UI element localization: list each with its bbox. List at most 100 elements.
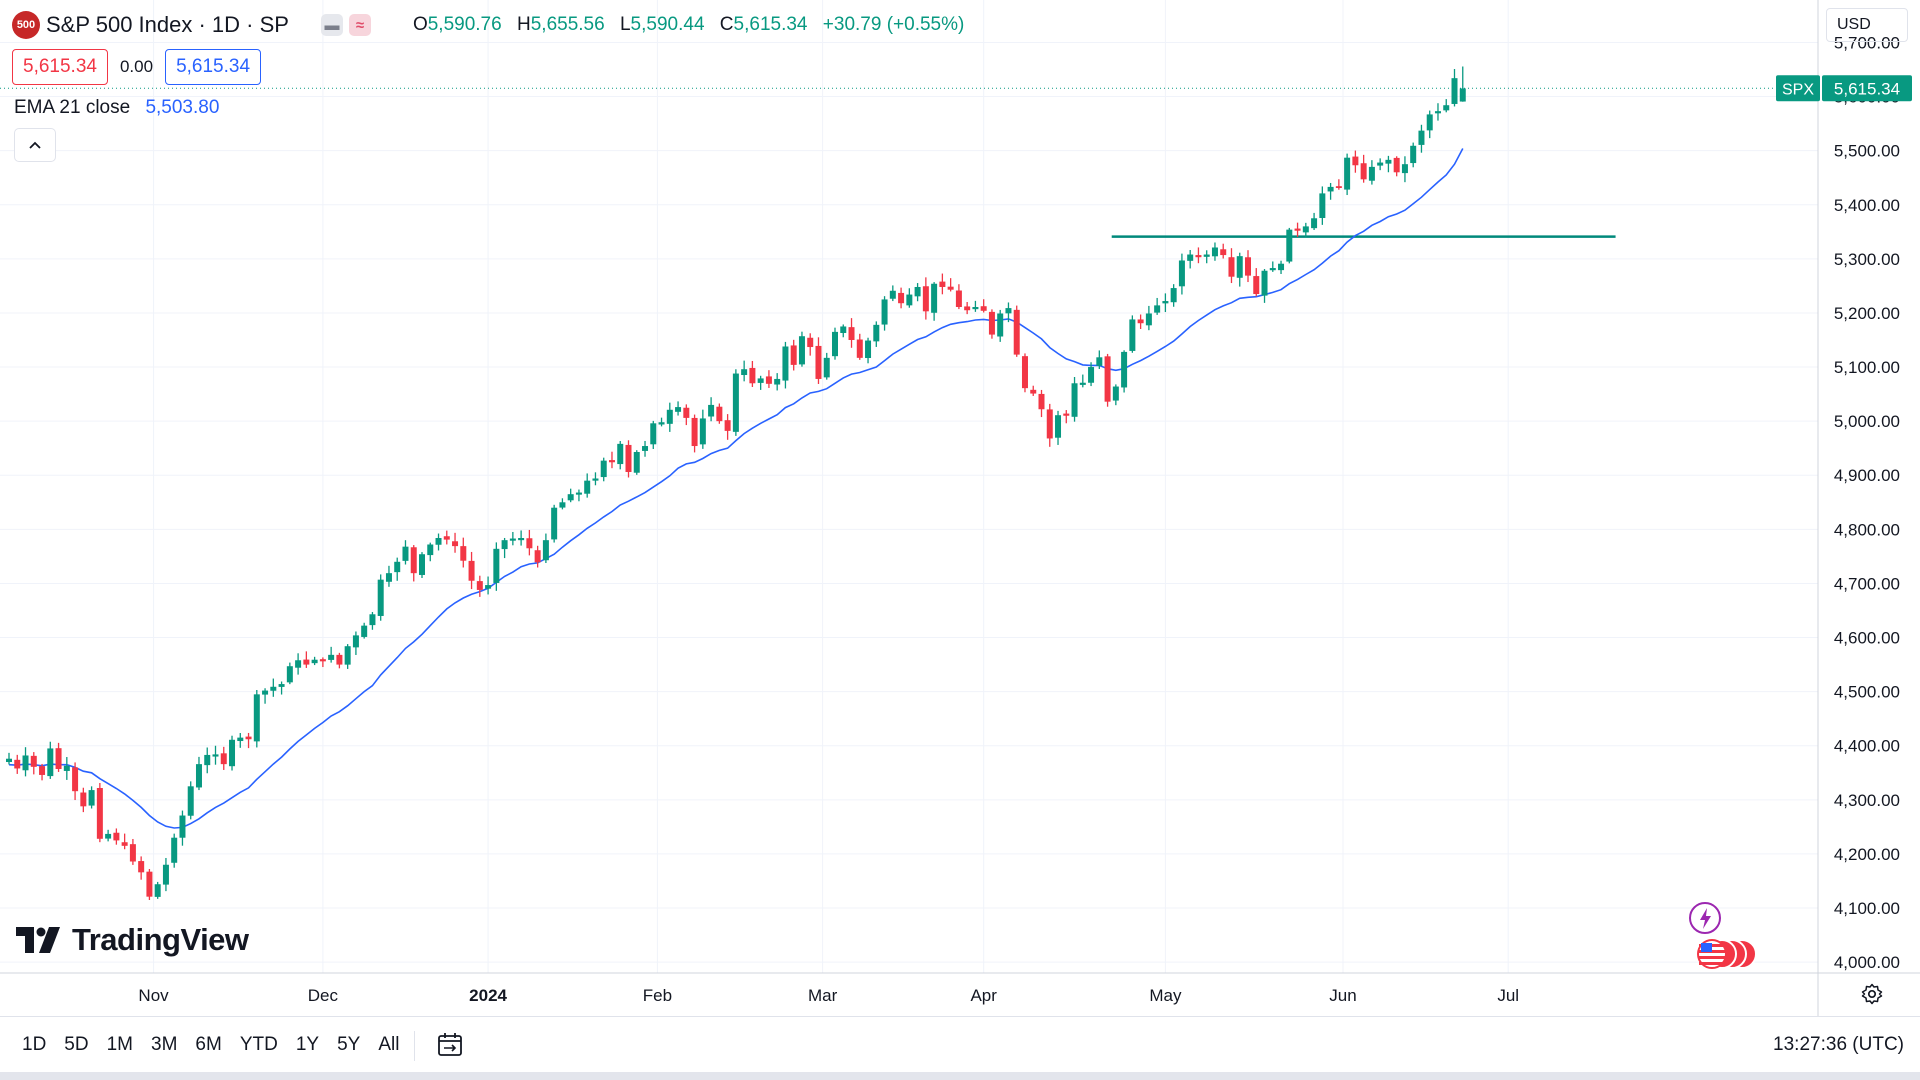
candle (80, 787, 87, 813)
compare-icon[interactable]: ≈ (348, 14, 371, 36)
candle (782, 341, 789, 389)
candle (1129, 315, 1136, 353)
buy-price-button[interactable]: 5,615.34 (165, 49, 262, 85)
candle (1211, 242, 1218, 261)
y-tick-label: 5,300.00 (1834, 250, 1900, 269)
candle (1261, 269, 1268, 303)
x-tick-label: Apr (970, 986, 997, 1005)
candle (394, 557, 401, 581)
candle (1319, 186, 1326, 225)
ohlc-values: O5,590.76 H5,655.56 L5,590.44 C5,615.34 … (413, 14, 974, 36)
tradingview-logo[interactable]: TradingView (16, 922, 249, 958)
candle (435, 533, 442, 551)
candle (749, 360, 756, 387)
candle (691, 414, 698, 453)
candle (328, 646, 335, 663)
tradingview-logo-icon (16, 927, 60, 953)
candle (1459, 66, 1466, 102)
candle (286, 662, 293, 685)
candle (716, 403, 723, 424)
range-button-1d[interactable]: 1D (22, 1034, 47, 1055)
go-to-date-button[interactable] (432, 1027, 468, 1063)
y-tick-label: 4,800.00 (1834, 520, 1900, 539)
candle (96, 782, 103, 843)
candle (889, 285, 896, 302)
symbol-logo: 500 (12, 11, 40, 39)
sell-price-button[interactable]: 5,615.34 (12, 49, 108, 85)
hide-icon[interactable]: ▬ (320, 14, 343, 36)
candle (39, 763, 46, 781)
price-chart[interactable]: 4,000.00 4,100.00 4,200.00 4,300.00 4,400.00… (0, 0, 1920, 1016)
ema-line (8, 148, 1464, 829)
candle (592, 472, 599, 486)
candle (1055, 410, 1062, 445)
y-tick-label: 5,700.00 (1834, 33, 1900, 52)
candle (1278, 260, 1285, 274)
candle (63, 757, 70, 780)
range-button-all[interactable]: All (378, 1034, 400, 1055)
candle (856, 333, 863, 360)
candle (1154, 297, 1161, 315)
range-button-ytd[interactable]: YTD (239, 1034, 278, 1055)
candle (105, 829, 112, 842)
candle (419, 552, 425, 579)
candle (121, 833, 128, 850)
utc-clock[interactable]: 13:27:36 (UTC) (1773, 1034, 1904, 1055)
candle (1178, 253, 1185, 295)
indicator-legend[interactable]: EMA 21 close 5,503.80 (14, 97, 219, 119)
currency-selector[interactable]: USD (1826, 8, 1908, 42)
candle (931, 282, 938, 321)
candle (526, 529, 533, 556)
candle (633, 450, 640, 475)
candle (295, 653, 302, 675)
range-button-3m[interactable]: 3M (151, 1034, 178, 1055)
candle (1228, 248, 1235, 284)
range-button-5y[interactable]: 5Y (337, 1034, 361, 1055)
candle (741, 360, 748, 382)
candle (1079, 374, 1086, 388)
candle (625, 440, 632, 478)
candle (1030, 385, 1037, 396)
candle (1236, 252, 1243, 287)
candle (212, 745, 219, 765)
settings-icon[interactable] (1858, 980, 1886, 1008)
lightning-icon[interactable] (1689, 902, 1721, 934)
candle (1426, 110, 1433, 139)
y-tick-label: 4,900.00 (1834, 466, 1900, 485)
chevron-up-icon (29, 141, 41, 149)
y-tick-label: 4,300.00 (1834, 791, 1900, 810)
candle (1368, 160, 1375, 185)
candle (939, 273, 946, 295)
collapse-legend-button[interactable] (14, 128, 56, 162)
range-button-5d[interactable]: 5D (64, 1034, 89, 1055)
symbol-title[interactable]: S&P 500 Index · 1D · SP (46, 12, 289, 37)
candle (559, 498, 566, 510)
candle (195, 756, 202, 791)
candle (1170, 284, 1177, 307)
candle (1385, 155, 1392, 173)
tradingview-wordmark: TradingView (72, 922, 249, 957)
x-tick-label: 2024 (469, 986, 507, 1005)
us-flag-events-icon[interactable] (1697, 939, 1757, 969)
candle (873, 321, 880, 347)
candle (129, 838, 136, 865)
candle (47, 741, 54, 779)
candle (807, 333, 814, 356)
candle (6, 752, 12, 765)
candle (385, 565, 392, 587)
candle (732, 369, 739, 436)
candle (319, 657, 326, 668)
range-button-6m[interactable]: 6M (195, 1034, 222, 1055)
candle (1451, 69, 1458, 107)
candle (369, 612, 376, 630)
range-button-1y[interactable]: 1Y (295, 1034, 320, 1055)
low-label: L (619, 14, 631, 35)
candle (642, 440, 649, 457)
candle (765, 370, 772, 388)
candle (22, 747, 29, 777)
chart-grid (0, 0, 1818, 973)
candle (361, 622, 368, 639)
range-button-1m[interactable]: 1M (106, 1034, 133, 1055)
candle (1088, 362, 1095, 387)
candle (262, 688, 269, 704)
